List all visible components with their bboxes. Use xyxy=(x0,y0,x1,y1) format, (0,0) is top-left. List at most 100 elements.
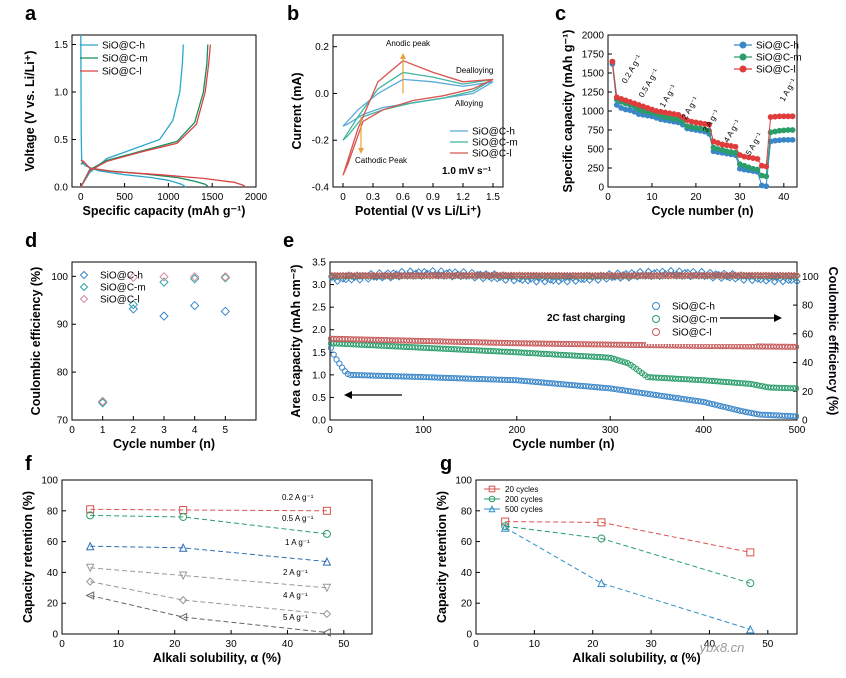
y-tick-label: 80 xyxy=(461,506,473,517)
marker xyxy=(588,272,597,280)
marker xyxy=(773,271,782,280)
y-tick-label: 100 xyxy=(51,272,68,283)
y-tick-label: 0.0 xyxy=(312,416,326,427)
legend-label: SiO@C-m xyxy=(672,315,718,326)
y-tick-label: 1250 xyxy=(582,88,605,99)
y-tick-label: -0.4 xyxy=(312,183,330,194)
marker xyxy=(736,407,744,414)
marker xyxy=(178,571,188,581)
marker xyxy=(387,271,395,280)
marker xyxy=(739,53,747,61)
marker xyxy=(638,389,646,397)
marker xyxy=(364,271,373,280)
x-tick-label: 3 xyxy=(161,425,167,436)
marker xyxy=(658,272,667,280)
rate-label: 0.5 A g⁻¹ xyxy=(282,514,314,523)
x-tick-label: 1.5 xyxy=(486,192,500,203)
marker xyxy=(178,543,188,552)
marker xyxy=(745,409,752,416)
marker xyxy=(220,306,231,317)
x-tick-label: 20 xyxy=(587,639,599,650)
marker xyxy=(756,382,763,389)
marker xyxy=(616,357,623,364)
marker xyxy=(728,271,737,280)
marker xyxy=(672,394,679,401)
marker xyxy=(745,271,754,279)
marker xyxy=(789,113,796,120)
y-tick-label: 0 xyxy=(52,630,58,641)
marker xyxy=(577,271,585,280)
marker xyxy=(650,272,658,280)
y-tick-label: 40 xyxy=(47,568,59,579)
marker xyxy=(546,271,555,280)
marker xyxy=(594,276,602,284)
marker xyxy=(784,271,793,279)
marker xyxy=(465,271,473,280)
y-tick-label: 1000 xyxy=(582,107,605,118)
marker xyxy=(85,591,95,600)
marker xyxy=(471,271,479,280)
marker xyxy=(759,383,766,390)
y-tick-label: 3.0 xyxy=(312,280,326,291)
x-tick-label: 1 xyxy=(100,425,106,436)
marker xyxy=(594,272,602,280)
marker xyxy=(395,271,403,280)
scan-rate-label: 1.0 mV s⁻¹ xyxy=(442,166,492,177)
marker xyxy=(501,522,510,531)
x-tick-label: 1500 xyxy=(201,192,224,203)
marker xyxy=(793,271,801,280)
legend: SiO@C-h SiO@C-m SiO@C-l xyxy=(646,300,756,344)
marker xyxy=(613,102,620,108)
x-tick-label: 0 xyxy=(78,192,84,203)
marker xyxy=(619,358,626,365)
series-line-SiO@C-h xyxy=(342,78,494,127)
legend-label: SiO@C-m xyxy=(756,53,802,64)
marker xyxy=(652,391,660,399)
series-line-SiO@C-l xyxy=(80,44,212,188)
legend-label: SiO@C-l xyxy=(102,67,142,78)
marker xyxy=(770,272,779,280)
marker xyxy=(518,271,527,280)
marker xyxy=(493,271,501,279)
marker xyxy=(737,271,745,280)
marker xyxy=(409,271,417,280)
marker xyxy=(79,270,89,280)
marker xyxy=(482,271,490,280)
marker xyxy=(487,271,496,280)
marker xyxy=(178,595,188,605)
y-tick-label: 0.5 xyxy=(312,393,326,404)
marker xyxy=(619,272,627,280)
marker xyxy=(594,271,602,280)
capacity-series-SiO@C-m xyxy=(327,340,800,392)
marker xyxy=(597,272,605,280)
marker xyxy=(675,271,684,280)
marker xyxy=(754,166,761,173)
marker xyxy=(496,271,504,280)
marker xyxy=(784,276,793,285)
marker xyxy=(490,271,499,280)
y-tick-label: 1750 xyxy=(582,50,605,61)
marker xyxy=(378,271,387,280)
rate-label: 0.2 A g⁻¹ xyxy=(620,53,644,85)
marker xyxy=(415,271,423,280)
marker xyxy=(610,385,618,393)
rate-label: 5 A g⁻¹ xyxy=(283,613,308,622)
cathodic-peak-label: Cathodic Peak xyxy=(355,156,408,165)
marker xyxy=(189,274,200,284)
marker xyxy=(756,276,765,284)
marker xyxy=(670,271,678,280)
marker xyxy=(333,272,342,281)
marker xyxy=(585,271,594,280)
marker xyxy=(451,271,459,280)
marker xyxy=(667,266,675,275)
marker xyxy=(731,406,738,413)
marker xyxy=(627,272,636,280)
marker xyxy=(675,111,682,118)
marker xyxy=(488,505,496,513)
rate-label: 4 A g⁻¹ xyxy=(722,118,742,144)
marker xyxy=(457,271,465,280)
marker xyxy=(792,343,800,350)
marker xyxy=(728,405,735,412)
marker xyxy=(543,271,552,280)
marker xyxy=(610,355,618,362)
